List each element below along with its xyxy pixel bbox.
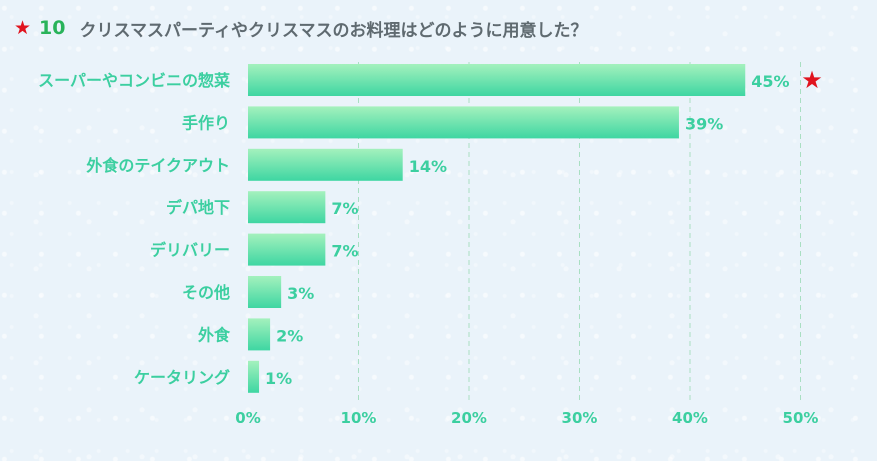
- x-tick-label: 50%: [783, 409, 819, 427]
- question-text: クリスマスパーティやクリスマスのお料理はどのように用意した？: [79, 20, 588, 41]
- value-label: 7%: [331, 242, 358, 261]
- value-label: 3%: [287, 284, 314, 303]
- category-label: その他: [182, 283, 230, 302]
- category-label: ケータリング: [134, 368, 230, 387]
- category-label: スーパーやコンビニの惣菜: [38, 71, 230, 90]
- bar: [248, 233, 326, 266]
- value-label: 39%: [685, 114, 723, 133]
- value-label: 7%: [331, 199, 358, 218]
- bar: [248, 318, 271, 351]
- category-label: 外食のテイクアウト: [85, 156, 230, 175]
- value-label: 1%: [265, 369, 292, 388]
- category-label: デパ地下: [166, 198, 230, 217]
- x-tick-label: 30%: [562, 409, 598, 427]
- question-number: 10: [39, 17, 66, 39]
- bar: [248, 106, 679, 139]
- bar: [248, 148, 403, 181]
- x-tick-label: 10%: [341, 409, 377, 427]
- x-tick-label: 20%: [451, 409, 487, 427]
- category-label: デリバリー: [150, 241, 230, 260]
- bar: [248, 64, 746, 96]
- bar: [248, 276, 282, 308]
- bar: [248, 191, 326, 224]
- chart-title: ★ 10 クリスマスパーティやクリスマスのお料理はどのように用意した？: [14, 14, 587, 42]
- highlight-star-icon: ★: [801, 66, 823, 94]
- category-label: 外食: [197, 325, 231, 344]
- bar: [248, 360, 260, 393]
- category-label: 手作り: [182, 113, 230, 132]
- x-tick-label: 40%: [672, 409, 708, 427]
- value-label: 2%: [276, 326, 303, 345]
- value-label: 14%: [409, 157, 447, 176]
- x-tick-label: 0%: [235, 409, 260, 427]
- value-label: 45%: [751, 72, 789, 91]
- star-icon: ★: [14, 17, 32, 39]
